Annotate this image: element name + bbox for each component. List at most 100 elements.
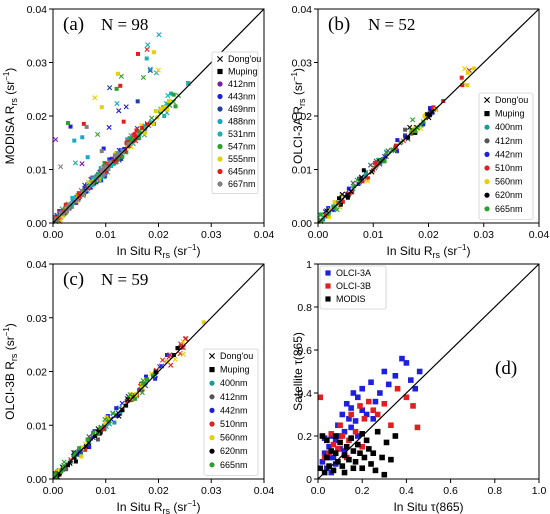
panel-label: (d): [495, 358, 517, 379]
x-tick-label: 0.00: [43, 229, 64, 241]
legend: Dong'ou Muping 400nm 412nm 442nm 510nm 560nm 62…: [478, 92, 534, 220]
one-to-one-line: [317, 263, 540, 480]
data-point: [341, 452, 348, 459]
data-point: [81, 121, 86, 126]
sample-count-label: N = 59: [101, 270, 148, 289]
data-point: [99, 105, 104, 110]
data-point: [180, 351, 186, 357]
legend-box: [211, 51, 259, 194]
data-point: [91, 430, 96, 435]
data-point: [144, 374, 149, 379]
legend-label: 443nm: [228, 92, 256, 102]
data-point: [114, 101, 120, 107]
x-tick-label: 0.00: [308, 229, 329, 241]
data-point: [433, 107, 439, 113]
legend-marker: [209, 367, 215, 373]
data-point: [106, 166, 111, 171]
data-point: [95, 174, 100, 179]
legend-label: Dong'ou: [228, 54, 261, 64]
data-point: [85, 155, 90, 160]
data-point: [337, 439, 343, 446]
data-point: [133, 138, 139, 144]
data-point: [345, 192, 351, 198]
data-point: [139, 388, 144, 393]
x-tick-label: 0.8: [487, 485, 502, 497]
data-point: [106, 163, 111, 168]
data-point: [104, 169, 109, 174]
data-point: [343, 443, 350, 450]
data-point: [363, 437, 370, 444]
data-point: [345, 195, 350, 200]
data-point: [95, 437, 100, 442]
legend-box: [203, 348, 259, 476]
data-point: [374, 428, 381, 435]
data-point: [72, 160, 79, 166]
data-point: [382, 159, 387, 164]
data-point: [346, 186, 351, 191]
legend: Dong'ou Muping 400nm 412nm 442nm 510nm 560nm 62…: [203, 348, 259, 476]
legend-label: 531nm: [228, 129, 256, 139]
data-point: [103, 165, 108, 170]
data-point: [114, 86, 119, 91]
data-point: [151, 50, 156, 55]
data-point: [116, 413, 122, 419]
data-point: [132, 396, 137, 401]
legend-box: [319, 265, 387, 310]
legend-label: 442nm: [220, 405, 248, 415]
data-point: [327, 207, 333, 213]
data-point: [372, 398, 379, 405]
data-point: [165, 93, 171, 99]
data-point: [153, 108, 158, 113]
legend-label: Dong'ou: [220, 351, 253, 361]
data-point: [465, 70, 470, 75]
x-tick-label: 0.02: [148, 229, 169, 241]
data-point: [365, 178, 371, 184]
legend-label: 560nm: [495, 177, 523, 187]
legend-marker: [217, 56, 223, 62]
data-point: [144, 56, 149, 61]
data-point: [145, 377, 150, 382]
data-point: [348, 424, 354, 431]
y-tick-label: 0.00: [27, 218, 48, 230]
y-axis-label: OLCI-3A Rrs (sr−1): [290, 68, 307, 164]
data-point: [416, 368, 423, 375]
legend-marker: [217, 131, 223, 137]
data-point: [162, 114, 167, 119]
data-point: [120, 408, 125, 413]
legend: Dong'ou Muping 412nm 443nm 469nm 488nm 531nm 54…: [211, 51, 261, 194]
legend-label: 560nm: [220, 433, 248, 443]
data-point: [114, 158, 119, 163]
data-point: [175, 346, 180, 351]
data-point: [425, 112, 430, 117]
data-point: [130, 392, 135, 397]
legend-marker: [217, 81, 223, 87]
data-point: [431, 105, 436, 110]
data-point: [354, 394, 361, 401]
data-point: [135, 99, 140, 104]
legend-label: 442nm: [495, 149, 523, 159]
x-tick-label: 0.04: [529, 229, 550, 241]
data-point: [379, 454, 385, 461]
data-point: [107, 157, 112, 162]
data-point: [169, 91, 174, 96]
data-point: [324, 454, 330, 461]
data-point: [127, 392, 133, 398]
x-tick-label: 0.00: [43, 485, 64, 497]
data-point: [129, 138, 134, 143]
data-point: [394, 149, 399, 154]
legend-label: 645nm: [228, 167, 256, 177]
data-point: [350, 390, 357, 396]
y-axis-label: Satellite τ(865): [291, 332, 305, 411]
y-tick-label: 1: [306, 259, 312, 271]
legend-marker: [484, 179, 490, 185]
data-point: [346, 456, 352, 463]
data-point: [348, 411, 354, 418]
legend-marker: [484, 138, 490, 144]
legend-label: 665nm: [495, 204, 523, 214]
legend-marker: [484, 151, 490, 157]
data-point: [366, 446, 372, 452]
data-point: [151, 121, 156, 126]
data-point: [369, 169, 375, 175]
legend-label: Muping: [228, 67, 258, 77]
